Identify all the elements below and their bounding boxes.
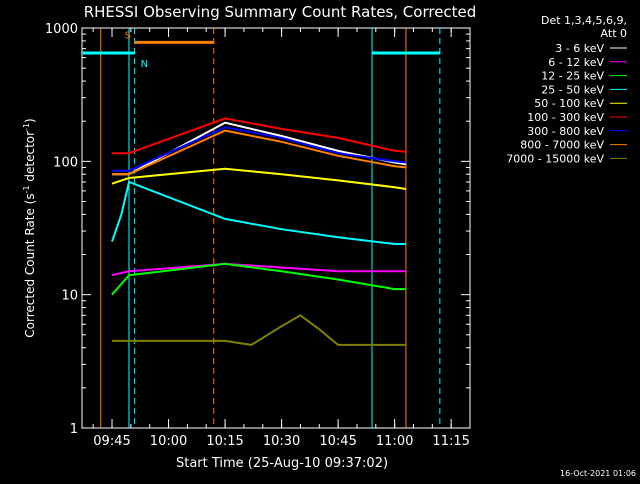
interval-label: S — [125, 30, 131, 41]
y-tick-label: 1000 — [45, 22, 78, 37]
y-tick-label: 1 — [70, 422, 78, 437]
x-tick-label: 11:15 — [432, 434, 469, 449]
series-line-1 — [111, 262, 406, 277]
y-label-sup2: -1 — [22, 123, 31, 131]
y-axis-label: Corrected Count Rate (s-1 detector-1) — [22, 118, 37, 337]
legend-label: 25 - 50 keV — [541, 83, 604, 96]
y-label-sup1: -1 — [22, 185, 31, 193]
legend-header: Det 1,3,4,5,6,9, — [541, 14, 627, 27]
legend-label: 3 - 6 keV — [555, 42, 604, 55]
legend-label: 800 - 7000 keV — [520, 139, 604, 152]
interval-label: N — [141, 59, 148, 70]
series-line-7 — [112, 129, 407, 176]
series-line-3 — [111, 180, 406, 245]
series-line-4 — [111, 167, 407, 190]
y-tick-label: 10 — [61, 289, 78, 304]
plot-frame — [81, 27, 471, 429]
chart-title: RHESSI Observing Summary Count Rates, Co… — [84, 3, 477, 21]
timestamp: 16-Oct-2021 01:06 — [560, 469, 636, 478]
legend-label: 6 - 12 keV — [548, 56, 604, 69]
legend-label: 300 - 800 keV — [527, 125, 604, 138]
series-line-8 — [112, 314, 406, 346]
legend-label: 12 - 25 keV — [541, 70, 604, 83]
y-label-mid: detector — [23, 131, 37, 186]
x-tick-label: 09:45 — [93, 434, 130, 449]
x-tick-label: 10:30 — [263, 434, 300, 449]
legend-label: 7000 - 15000 keV — [506, 152, 604, 165]
series-line-6 — [112, 126, 407, 172]
x-tick-label: 10:45 — [319, 434, 356, 449]
y-label-end: ) — [23, 118, 37, 123]
legend-label: 50 - 100 keV — [534, 97, 604, 110]
x-tick-label: 10:15 — [206, 434, 243, 449]
x-tick-label: 11:00 — [376, 434, 413, 449]
x-tick-label: 10:00 — [150, 434, 187, 449]
series-line-2 — [111, 262, 406, 296]
series-line-5 — [112, 117, 406, 155]
y-tick-label: 100 — [53, 155, 78, 170]
legend-label: 100 - 300 keV — [527, 111, 604, 124]
legend-header: Att 0 — [601, 27, 627, 40]
y-label-main: Corrected Count Rate (s — [23, 193, 37, 337]
x-axis-label: Start Time (25-Aug-10 09:37:02) — [176, 456, 388, 471]
plot-layer: 1 10 100 1000 09:45 10:00 10:15 10:30 10:45 11:00… — [45, 22, 471, 449]
